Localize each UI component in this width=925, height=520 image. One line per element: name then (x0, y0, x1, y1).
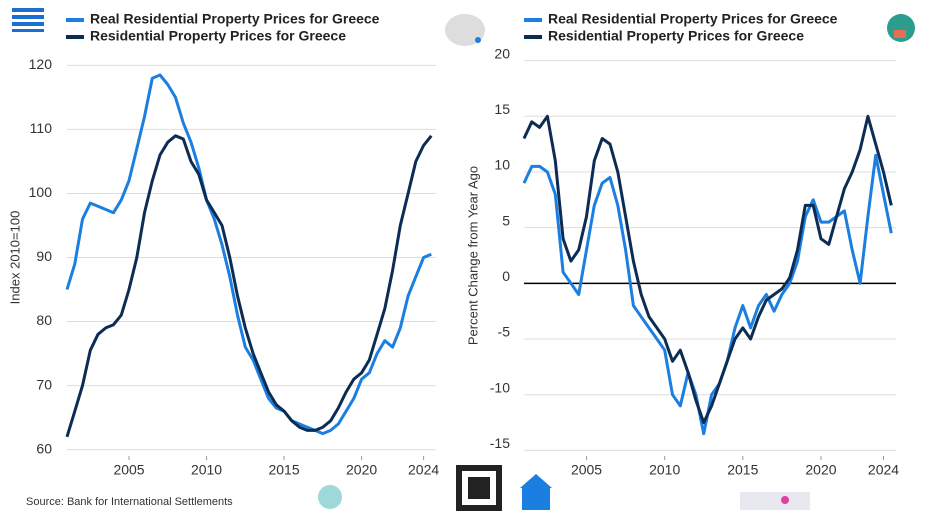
x-tick-label: 2020 (805, 462, 836, 478)
map-icon (445, 14, 485, 46)
y-tick-label: 90 (36, 248, 52, 264)
y-axis-label: Percent Change from Year Ago (465, 166, 480, 345)
y-tick-label: -5 (498, 324, 511, 340)
x-tick-label: 2015 (268, 462, 299, 478)
y-tick-label: 110 (30, 120, 53, 136)
x-tick-label: 2005 (113, 462, 144, 478)
y-tick-label: 120 (29, 56, 53, 72)
small-logo-icon (318, 485, 342, 509)
legend-label: Residential Property Prices for Greece (90, 28, 346, 44)
y-tick-label: -10 (490, 379, 510, 395)
y-tick-label: 70 (36, 376, 52, 392)
x-tick-label: 2010 (649, 462, 680, 478)
y-tick-label: 0 (502, 268, 510, 284)
x-tick-label: 2024 (868, 462, 899, 478)
y-tick-label: 80 (36, 312, 52, 328)
series-line (65, 134, 433, 438)
x-tick-label: 2020 (346, 462, 377, 478)
legend-label: Real Residential Property Prices for Gre… (90, 11, 380, 27)
logo-icon (887, 14, 915, 42)
y-tick-label: 10 (494, 157, 510, 173)
series-line (65, 73, 432, 436)
series-line (522, 114, 893, 425)
source: Source: Bank for International Settlemen… (26, 496, 233, 508)
x-tick-label: 2015 (727, 462, 758, 478)
legend-label: Real Residential Property Prices for Gre… (548, 11, 838, 27)
series-line (522, 153, 893, 436)
house-icon (520, 474, 552, 510)
x-tick-label: 2024 (408, 462, 439, 478)
y-tick-label: 100 (29, 184, 53, 200)
x-tick-label: 2005 (571, 462, 602, 478)
y-tick-label: -15 (490, 435, 510, 451)
town-icon (740, 492, 810, 510)
legend-label: Residential Property Prices for Greece (548, 28, 804, 44)
qr-icon (456, 465, 502, 511)
y-axis-label: Index 2010=100 (7, 211, 22, 305)
y-tick-label: 60 (36, 440, 52, 456)
y-tick-label: 5 (502, 212, 510, 228)
y-tick-label: 20 (494, 45, 510, 61)
y-tick-label: 15 (494, 101, 510, 117)
greece-flag-icon (12, 8, 44, 32)
x-tick-label: 2010 (191, 462, 222, 478)
